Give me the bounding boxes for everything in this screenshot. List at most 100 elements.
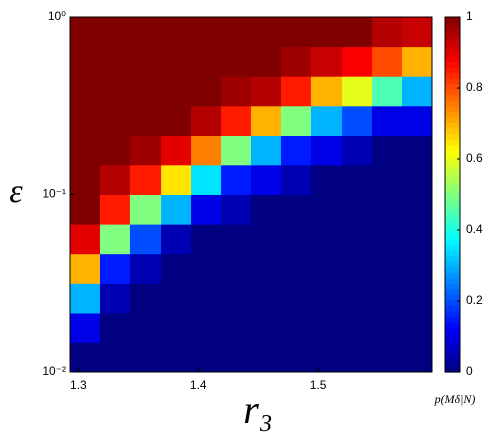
colorbar-segment <box>445 61 460 68</box>
heatmap-cell <box>191 17 222 48</box>
heatmap-cell <box>310 46 343 77</box>
heatmap-cell <box>342 194 373 225</box>
heatmap-cell <box>280 312 312 343</box>
colorbar-segment <box>445 200 460 207</box>
heatmap-cell <box>402 194 433 225</box>
colorbar-segment <box>445 183 460 190</box>
colorbar-segment <box>445 249 460 257</box>
colorbar-segment <box>445 22 460 29</box>
heatmap-cell <box>191 135 222 166</box>
heatmap-cell <box>402 253 433 284</box>
heatmap-cell <box>70 224 101 255</box>
heatmap-cell <box>372 76 403 107</box>
colorbar-segment <box>445 116 460 123</box>
heatmap-cell <box>280 253 312 284</box>
heatmap-cell <box>372 105 403 136</box>
heatmap-cell <box>251 312 282 343</box>
heatmap-cell <box>372 135 403 166</box>
heatmap-cell <box>129 135 162 166</box>
colorbar-segment <box>445 50 460 57</box>
heatmap-cell <box>129 283 162 314</box>
heatmap-cell <box>161 164 192 195</box>
heatmap-cell <box>251 253 282 284</box>
heatmap-cell <box>191 253 222 284</box>
colorbar-segment <box>445 244 460 251</box>
colorbar-segment <box>445 277 460 284</box>
heatmap-cell <box>161 312 192 343</box>
heatmap-cell <box>191 342 222 373</box>
heatmap-cell <box>342 17 373 48</box>
colorbar-segment <box>445 294 460 301</box>
heatmap-cell <box>310 253 343 284</box>
heatmap-cell <box>221 164 252 195</box>
heatmap-cell <box>221 253 252 284</box>
heatmap-cell <box>191 283 222 314</box>
heatmap-cell <box>342 46 373 77</box>
heatmap-cell <box>191 312 222 343</box>
colorbar-segment <box>445 266 460 273</box>
heatmap-cell <box>191 46 222 77</box>
colorbar-segment <box>445 299 460 307</box>
heatmap-cell <box>129 46 162 77</box>
heatmap-cell <box>70 46 101 77</box>
heatmap-cell <box>221 105 252 136</box>
heatmap-cell <box>221 312 252 343</box>
heatmap-cell <box>221 135 252 166</box>
heatmap-cell <box>161 224 192 255</box>
heatmap-cell <box>342 76 373 107</box>
heatmap-cell <box>342 105 373 136</box>
heatmap-cell <box>251 76 282 107</box>
colorbar-segment <box>445 255 460 262</box>
colorbar-segment <box>445 366 460 373</box>
colorbar-segment <box>445 122 460 129</box>
heatmap-cell <box>402 17 433 48</box>
heatmap-cell <box>99 283 131 314</box>
heatmap-cell <box>280 224 312 255</box>
colorbar-segment <box>445 161 460 168</box>
heatmap-cell <box>342 253 373 284</box>
colorbar-segment <box>445 39 460 46</box>
colorbar-segment <box>445 333 460 340</box>
heatmap-cell <box>221 224 252 255</box>
colorbar-segment <box>445 310 460 318</box>
heatmap-cell <box>280 105 312 136</box>
heatmap-cell <box>129 194 162 225</box>
colorbar-segment <box>445 55 460 62</box>
heatmap-cell <box>251 342 282 373</box>
heatmap-cell <box>280 283 312 314</box>
x-tick-label: 1.4 <box>190 378 207 392</box>
heatmap-cell <box>310 135 343 166</box>
heatmap-cell <box>99 224 131 255</box>
heatmap-cell <box>251 46 282 77</box>
heatmap-cell <box>310 76 343 107</box>
heatmap-cell <box>99 342 131 373</box>
heatmap-cell <box>251 164 282 195</box>
colorbar-segment <box>445 105 460 112</box>
heatmap-cell <box>161 105 192 136</box>
heatmap-cell <box>372 312 403 343</box>
heatmap-cell <box>191 105 222 136</box>
heatmap-cell <box>70 253 101 284</box>
heatmap-cell <box>251 135 282 166</box>
colorbar-segment <box>445 283 460 290</box>
x-tick-label: 1.3 <box>70 378 87 392</box>
heatmap-cell <box>402 105 433 136</box>
colorbar-segment <box>445 222 460 229</box>
heatmap-cell <box>402 312 433 343</box>
heatmap-cell <box>161 283 192 314</box>
heatmap-cell <box>372 164 403 195</box>
heatmap-cell <box>129 342 162 373</box>
colorbar-segment <box>445 338 460 345</box>
colorbar-segment <box>445 188 460 196</box>
heatmap-cell <box>280 76 312 107</box>
colorbar-label: p(Mδ|N) <box>434 392 476 406</box>
heatmap-cell <box>372 253 403 284</box>
heatmap-cell <box>280 342 312 373</box>
heatmap-cell <box>191 76 222 107</box>
heatmap-cell <box>310 342 343 373</box>
heatmap-cell <box>310 283 343 314</box>
heatmap-cell <box>161 76 192 107</box>
heatmap-cell <box>221 194 252 225</box>
colorbar-segment <box>445 28 460 35</box>
colorbar-segment <box>445 33 460 40</box>
